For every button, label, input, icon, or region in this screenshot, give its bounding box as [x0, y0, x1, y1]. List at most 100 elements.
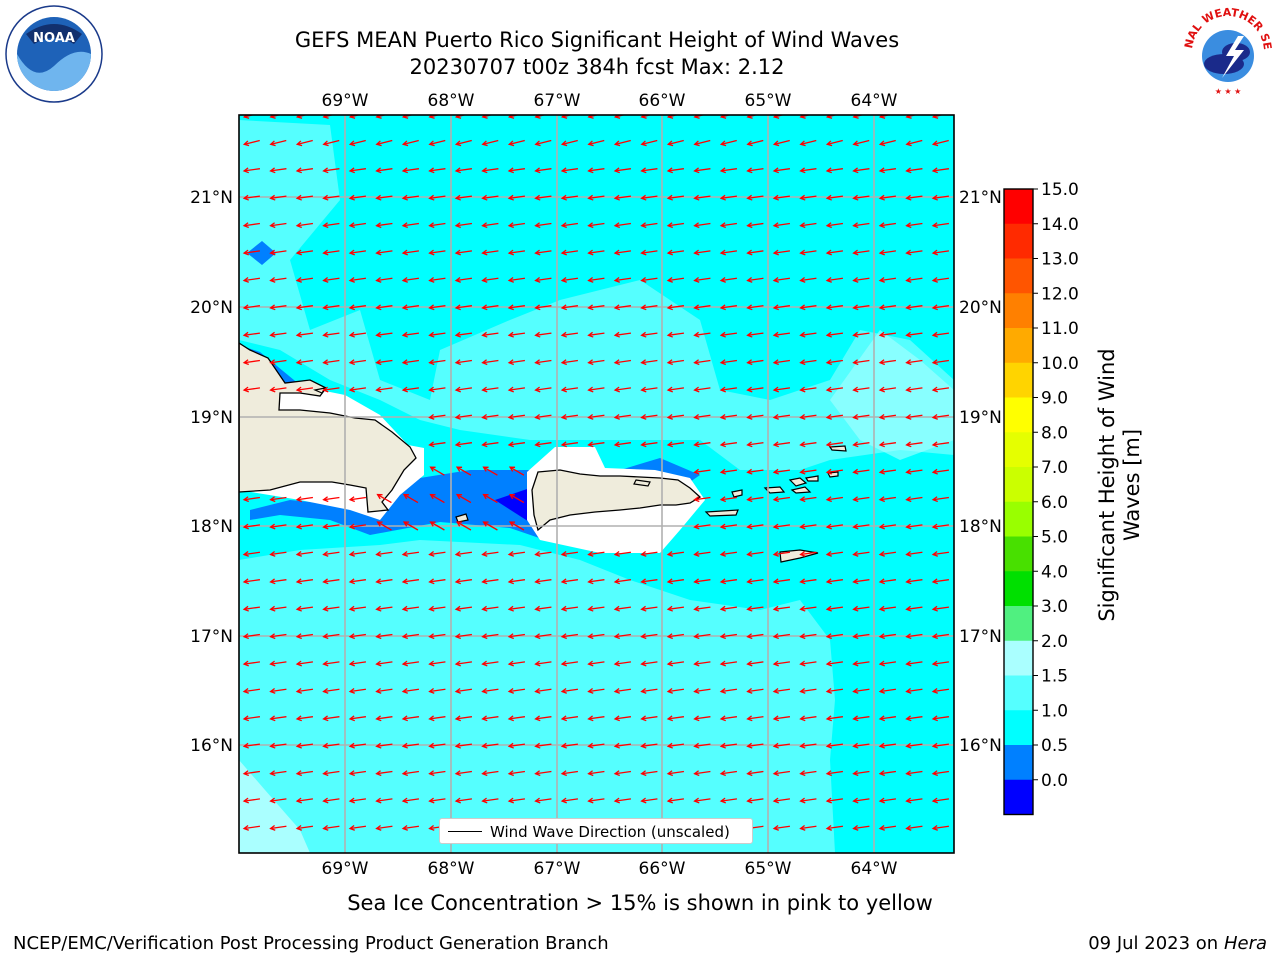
wave-arrow-head [322, 633, 329, 640]
wave-arrow [853, 332, 870, 336]
wave-arrow-head [799, 194, 806, 201]
wave-arrow [349, 305, 367, 309]
wave-arrow [800, 387, 817, 391]
wave-field-highest-ne [830, 330, 954, 460]
wave-arrow-head [931, 578, 938, 585]
wave-arrow [270, 716, 287, 720]
wave-arrow-head [666, 633, 673, 640]
wave-arrow [906, 770, 923, 775]
wave-arrow [774, 115, 785, 118]
wave-arrow-head [401, 742, 408, 749]
wave-arrow [773, 770, 791, 775]
wave-arrow [667, 305, 685, 309]
wave-arrow [455, 606, 473, 610]
wave-arrow [667, 195, 685, 199]
wave-arrow-head [905, 222, 912, 229]
wave-arrow-head [640, 249, 647, 256]
wave-arrow-head [560, 605, 567, 612]
wave-arrow-head [905, 140, 912, 147]
wave-arrow [906, 414, 923, 419]
wave-arrow-head [746, 660, 753, 667]
wave-arrow [853, 661, 870, 665]
wave-arrow-head [295, 742, 302, 749]
wave-arrow [880, 139, 896, 145]
wave-arrow [720, 606, 738, 610]
wave-arrow-head [401, 605, 408, 612]
wave-arrow-head [878, 523, 885, 530]
wave-arrow-head [693, 331, 700, 338]
wave-arrow-head [507, 660, 514, 667]
wave-arrow [667, 168, 685, 172]
wave-arrow-head [719, 742, 726, 749]
wave-arrow [455, 195, 473, 199]
wave-arrow [562, 854, 578, 856]
wave-arrow [853, 469, 870, 473]
wave-arrow [826, 825, 844, 830]
wave-arrow [932, 606, 950, 610]
wave-arrow-head [269, 770, 276, 777]
wave-arrow [349, 798, 367, 802]
wave-arrow [349, 661, 367, 665]
wave-arrow-head [799, 115, 806, 119]
wave-arrow-head [852, 386, 859, 393]
wave-arrow [588, 277, 605, 282]
wave-arrow-head [242, 140, 250, 147]
wave-arrow-head [454, 194, 461, 201]
wave-arrow [455, 633, 473, 638]
wave-arrow [323, 332, 340, 336]
wave-arrow [455, 387, 473, 391]
wave-arrow-head [772, 770, 779, 777]
wave-arrow-head [534, 633, 541, 640]
wave-arrow-head [587, 551, 594, 557]
wave-arrow [350, 139, 366, 145]
wave-arrow [323, 387, 340, 391]
wave-arrow [349, 770, 367, 775]
colorbar-band [1004, 571, 1033, 607]
wave-arrow-head [666, 797, 673, 804]
wave-arrow-head [693, 605, 700, 612]
wave-arrow-head [322, 249, 329, 256]
wave-arrow-head [772, 496, 779, 503]
wave-arrow-head [242, 660, 249, 667]
wave-arrow [561, 359, 579, 364]
wave-arrow [270, 688, 287, 693]
wave-arrow [482, 359, 499, 364]
wave-arrow-head [746, 468, 753, 475]
wave-arrow [614, 414, 632, 419]
wave-arrow [509, 115, 520, 118]
wave-arrow-head [719, 633, 726, 640]
wave-arrow-head [401, 277, 408, 283]
wave-arrow [455, 579, 473, 583]
wave-arrow-head [878, 496, 885, 503]
wave-arrow-head [719, 578, 726, 585]
wave-arrow [879, 524, 897, 528]
wave-arrow [508, 250, 526, 254]
wave-arrow [773, 222, 791, 227]
wave-arrow-head [905, 825, 912, 831]
wave-arrow [747, 277, 764, 282]
wave-arrow-head [454, 222, 461, 229]
wave-arrow-head [772, 551, 779, 557]
wave-arrow [403, 494, 419, 504]
wave-arrow-head [693, 386, 700, 393]
wave-arrow-head [825, 414, 832, 420]
wave-arrow [667, 716, 685, 720]
wave-arrow [296, 496, 314, 501]
wave-arrow-head [375, 115, 382, 119]
wave-arrow-head [931, 688, 938, 694]
wave-arrow-head [428, 414, 435, 420]
wave-arrow-head [481, 249, 488, 256]
wave-arrow-head [348, 115, 356, 119]
wave-arrow-head [746, 167, 753, 174]
wave-arrow [243, 222, 261, 227]
wave-arrow-head [348, 331, 355, 338]
wave-arrow-head [481, 194, 488, 201]
wave-arrow-head [852, 359, 859, 366]
wave-arrow [561, 633, 579, 638]
wave-arrow-head [560, 304, 567, 311]
wave-arrow-head [640, 715, 647, 722]
wave-arrow [535, 305, 552, 309]
wave-arrow [800, 743, 817, 747]
wave-arrow-head [799, 414, 806, 420]
wave-arrow-head [534, 551, 541, 557]
